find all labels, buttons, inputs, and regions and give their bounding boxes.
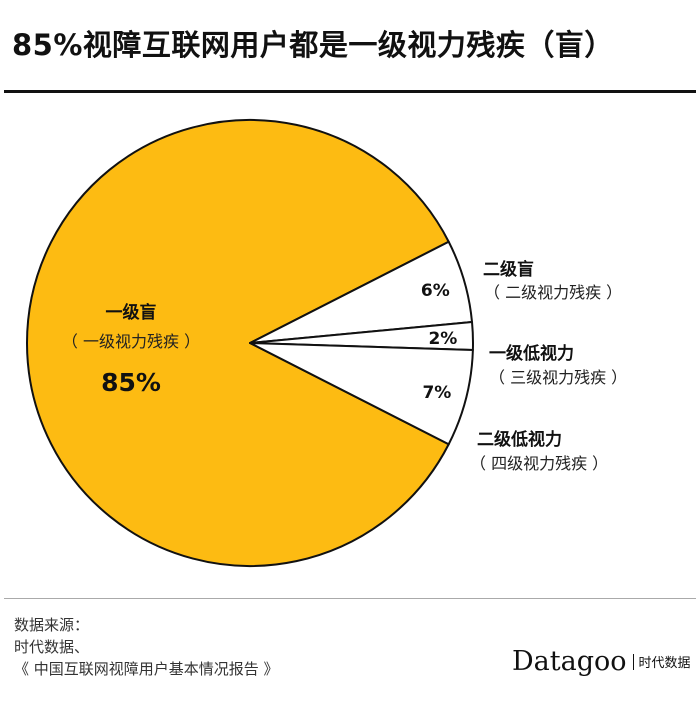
slice-label: 二级低视力 [477,429,562,450]
slice-sublabel: （ 一级视力残疾 ） [62,332,200,351]
pie-slices [25,119,474,567]
brand-name-cn: 时代数据 [638,656,691,671]
footer-divider [4,598,696,599]
slice-sublabel: （ 三级视力残疾 ） [489,368,627,387]
data-source: 数据来源： 时代数据、 《 中国互联网视障用户基本情况报告 》 [14,614,279,680]
slice-value-label: 6% [421,281,450,301]
pie-slice [249,342,474,446]
slice-label: 二级盲 [483,259,534,280]
slice-label: 一级盲 [106,302,157,323]
title-divider [4,90,696,93]
brand-logo: Datagoo 时代数据 [512,646,691,677]
source-line: 《 中国互联网视障用户基本情况报告 》 [14,660,279,678]
slice-label: 一级低视力 [489,343,574,364]
pie-slice [25,119,450,567]
slice-sublabel: （ 二级视力残疾 ） [484,283,622,302]
source-line: 数据来源： [14,616,90,634]
source-line: 时代数据、 [14,638,90,656]
brand-separator [632,653,634,670]
slice-value-label: 2% [428,329,457,349]
slice-value-label: 7% [422,383,451,403]
slice-sublabel: （ 四级视力残疾 ） [470,454,608,473]
brand-name: Datagoo [512,646,627,677]
chart-title: 85%视障互联网用户都是一级视力残疾（盲） [12,28,614,62]
slice-value-label: 85% [101,368,161,397]
